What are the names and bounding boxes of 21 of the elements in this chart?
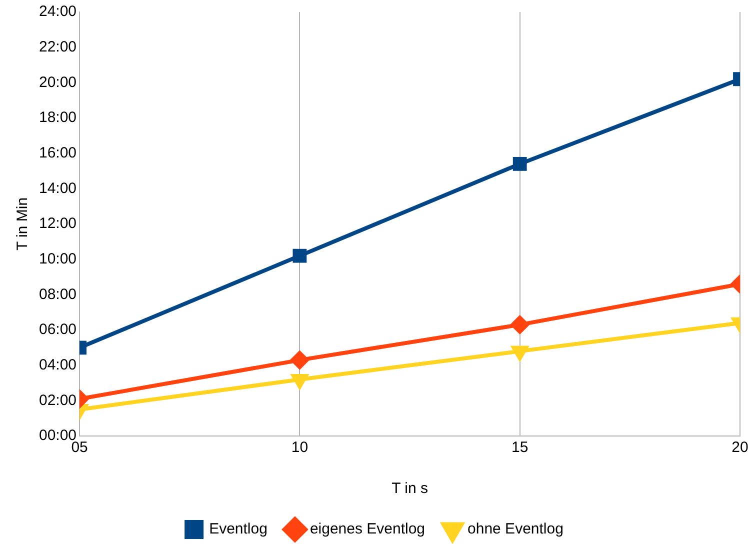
y-tick-label: 22:00 [38, 38, 77, 56]
x-tick-label: 05 [71, 439, 88, 456]
y-tick-label: 18:00 [38, 109, 77, 126]
y-tick-label: 16:00 [38, 144, 77, 162]
y-tick-label: 12:00 [38, 215, 77, 232]
y-tick-label: 20:00 [38, 74, 77, 91]
x-tick-label: 10 [291, 439, 308, 456]
y-tick-label: 06:00 [38, 321, 77, 338]
y-tick-label: 02:00 [38, 392, 77, 409]
x-axis-title: T in s [392, 480, 428, 498]
y-tick-label: 10:00 [38, 250, 77, 268]
legend-label: Eventlog [209, 520, 268, 538]
y-tick-label: 24:00 [38, 3, 77, 20]
x-tick-label: 20 [732, 439, 748, 456]
y-tick-label: 14:00 [38, 180, 77, 197]
y-axis-title: T in Min [14, 197, 32, 251]
legend-label: eigenes Eventlog [310, 520, 426, 538]
legend-label: ohne Eventlog [468, 520, 564, 538]
y-tick-label: 08:00 [38, 286, 77, 303]
y-tick-label: 04:00 [38, 356, 77, 374]
x-tick-label: 15 [512, 439, 528, 456]
